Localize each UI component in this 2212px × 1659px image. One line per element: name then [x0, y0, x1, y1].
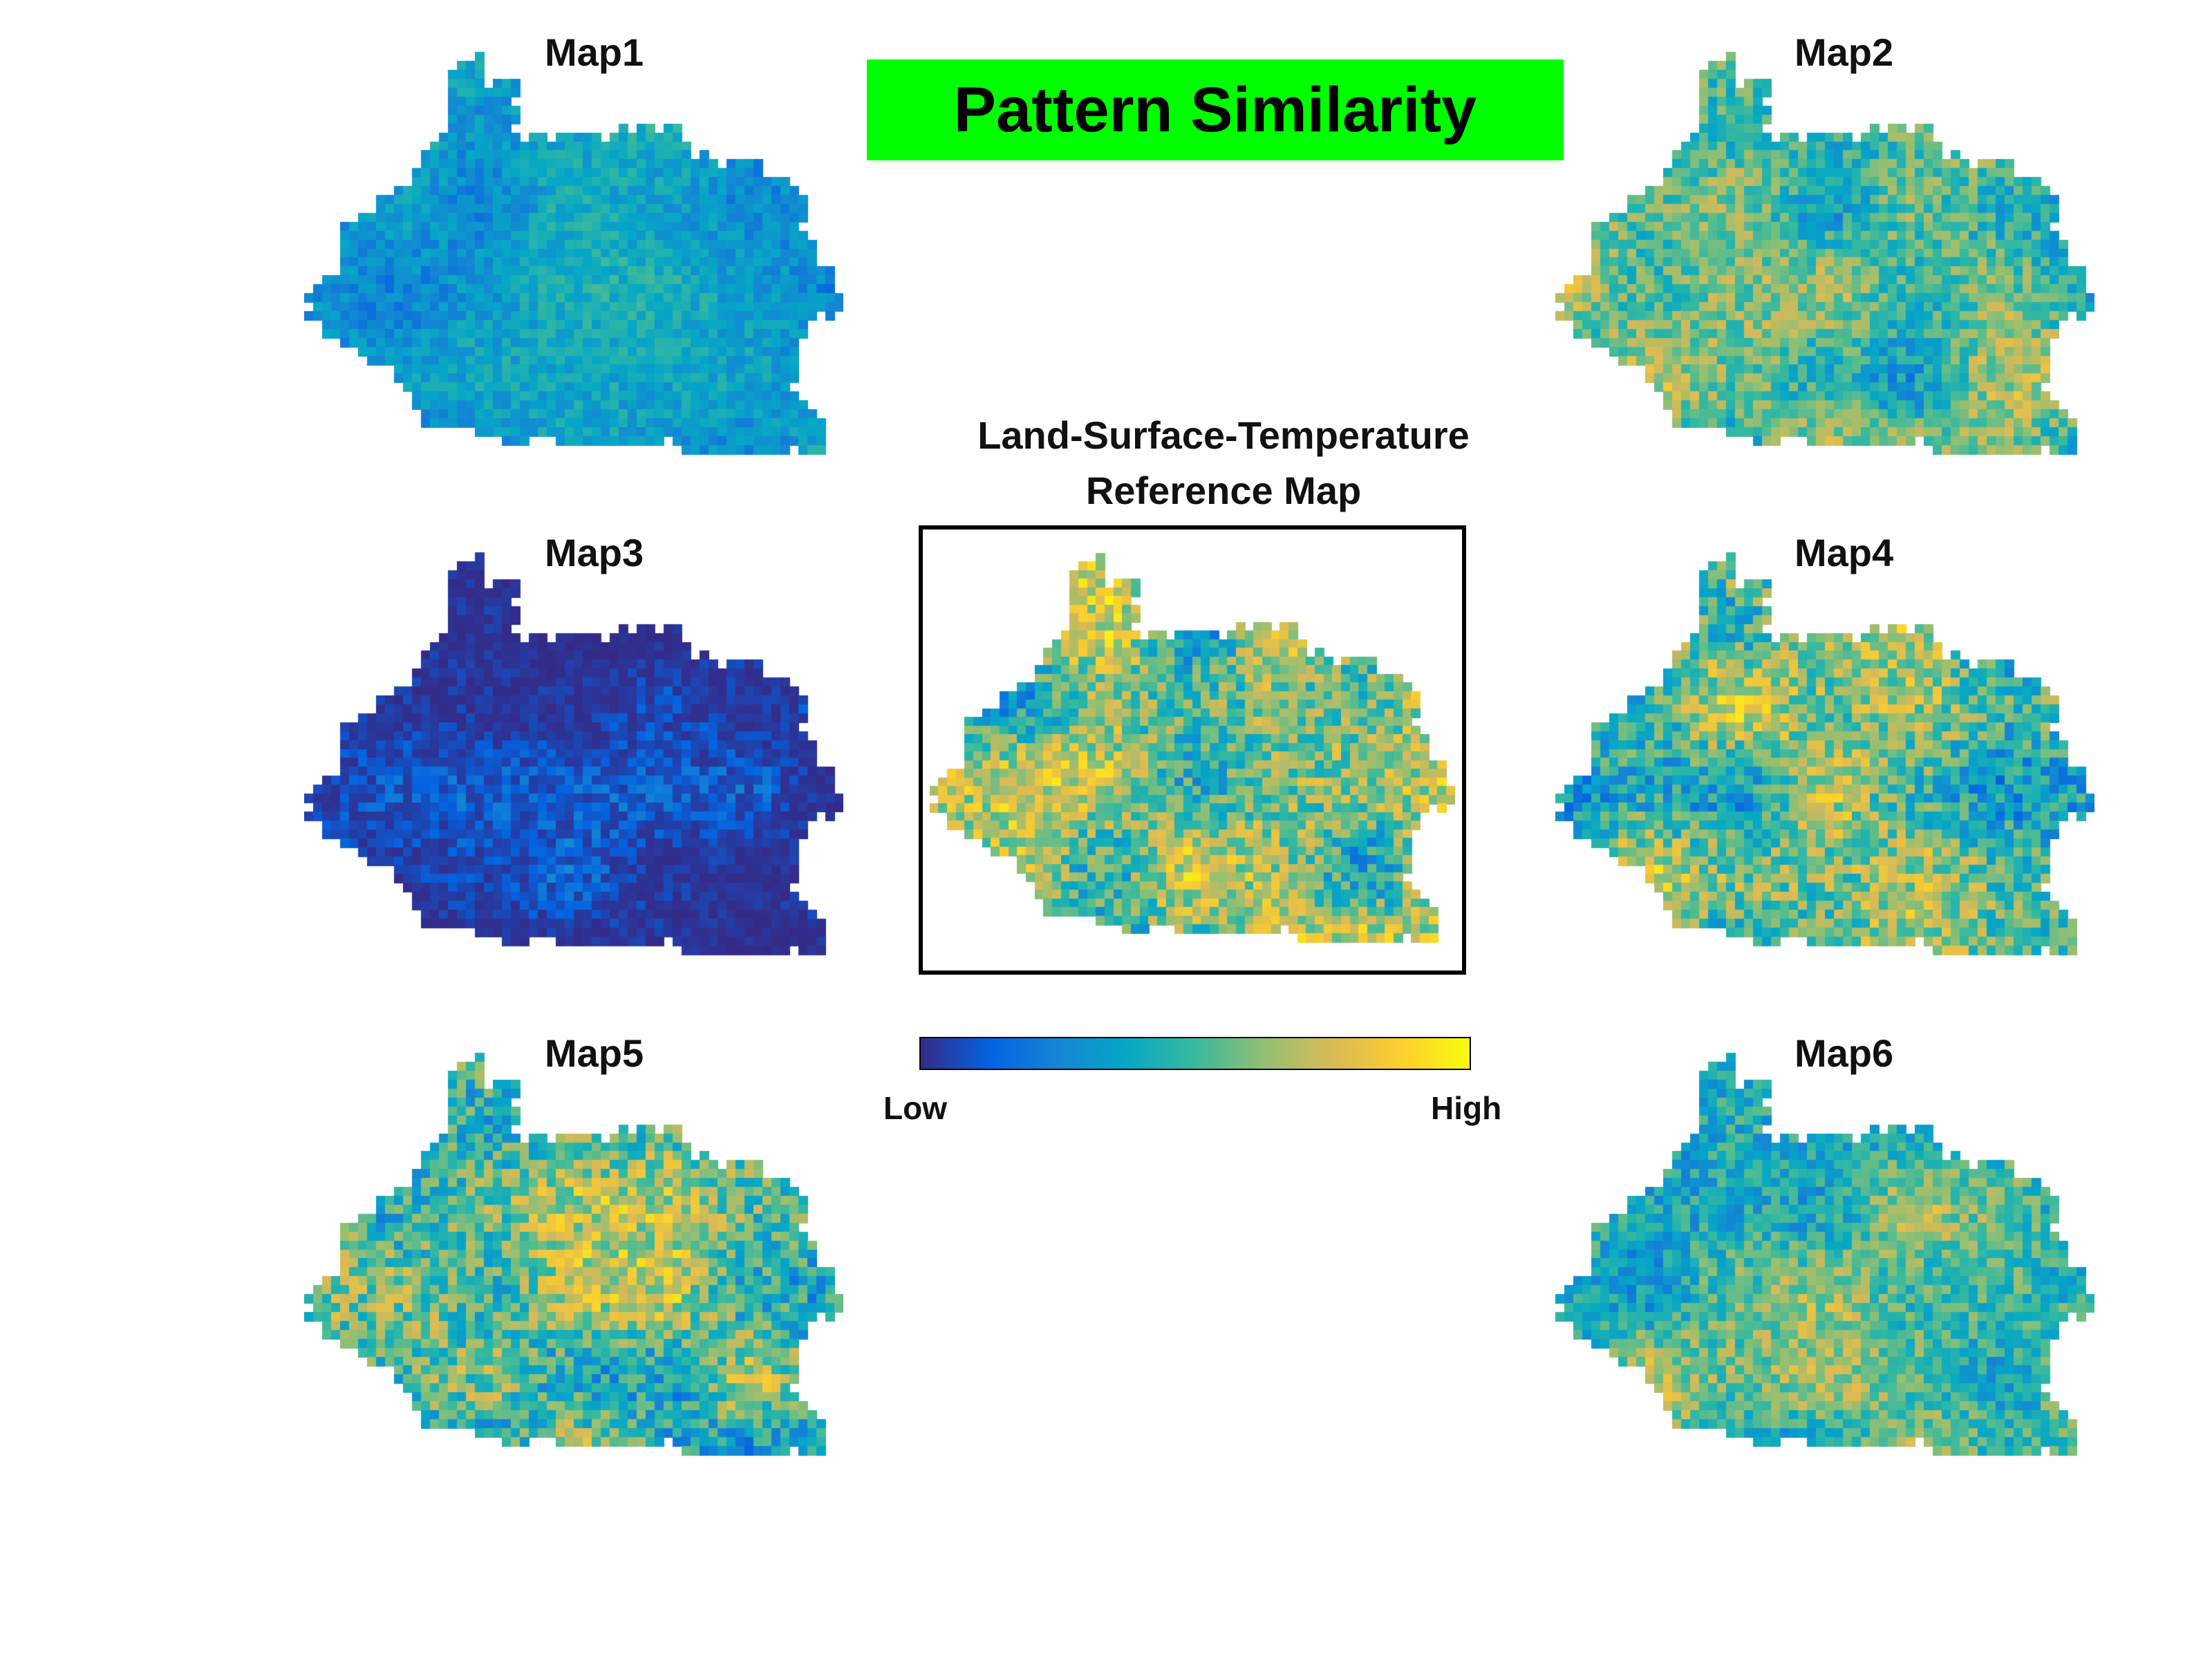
map5-label: Map5: [545, 1031, 644, 1075]
reference-map-raster: [930, 536, 1455, 950]
title-banner: Pattern Similarity: [867, 59, 1564, 160]
map1-label: Map1: [545, 30, 644, 74]
colorbar-low-label: Low: [883, 1090, 947, 1126]
map5-raster: [304, 1035, 843, 1464]
colorbar-high-label: High: [1431, 1090, 1502, 1126]
reference-title-line1: Land-Surface-Temperature: [977, 413, 1470, 457]
map3-raster: [304, 535, 843, 964]
map6-label: Map6: [1794, 1031, 1894, 1075]
map1-raster: [304, 35, 843, 463]
colorbar: [919, 1037, 1471, 1070]
reference-title-line2: Reference Map: [1085, 469, 1362, 512]
map2-label: Map2: [1794, 30, 1894, 74]
map6-raster: [1555, 1035, 2094, 1464]
reference-map-frame: [919, 525, 1466, 975]
map4-raster: [1555, 535, 2094, 964]
map3-label: Map3: [545, 531, 644, 574]
reference-map-title: Land-Surface-Temperature Reference Map: [919, 408, 1528, 518]
map2-raster: [1555, 35, 2094, 463]
map4-label: Map4: [1794, 531, 1894, 574]
figure-title: Pattern Similarity: [953, 75, 1477, 145]
